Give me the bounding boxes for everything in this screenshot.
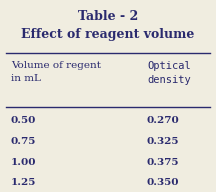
Text: 0.325: 0.325 bbox=[147, 137, 179, 146]
Text: 0.270: 0.270 bbox=[147, 116, 180, 125]
Text: 1.25: 1.25 bbox=[11, 178, 36, 187]
Text: 0.350: 0.350 bbox=[147, 178, 179, 187]
Text: 1.00: 1.00 bbox=[11, 158, 36, 167]
Text: 0.50: 0.50 bbox=[11, 116, 36, 125]
Text: Effect of reagent volume: Effect of reagent volume bbox=[21, 28, 195, 41]
Text: Volume of regent
in mL: Volume of regent in mL bbox=[11, 61, 101, 83]
Text: 0.375: 0.375 bbox=[147, 158, 179, 167]
Text: 0.75: 0.75 bbox=[11, 137, 36, 146]
Text: Optical
density: Optical density bbox=[147, 61, 191, 85]
Text: Table - 2: Table - 2 bbox=[78, 10, 138, 23]
